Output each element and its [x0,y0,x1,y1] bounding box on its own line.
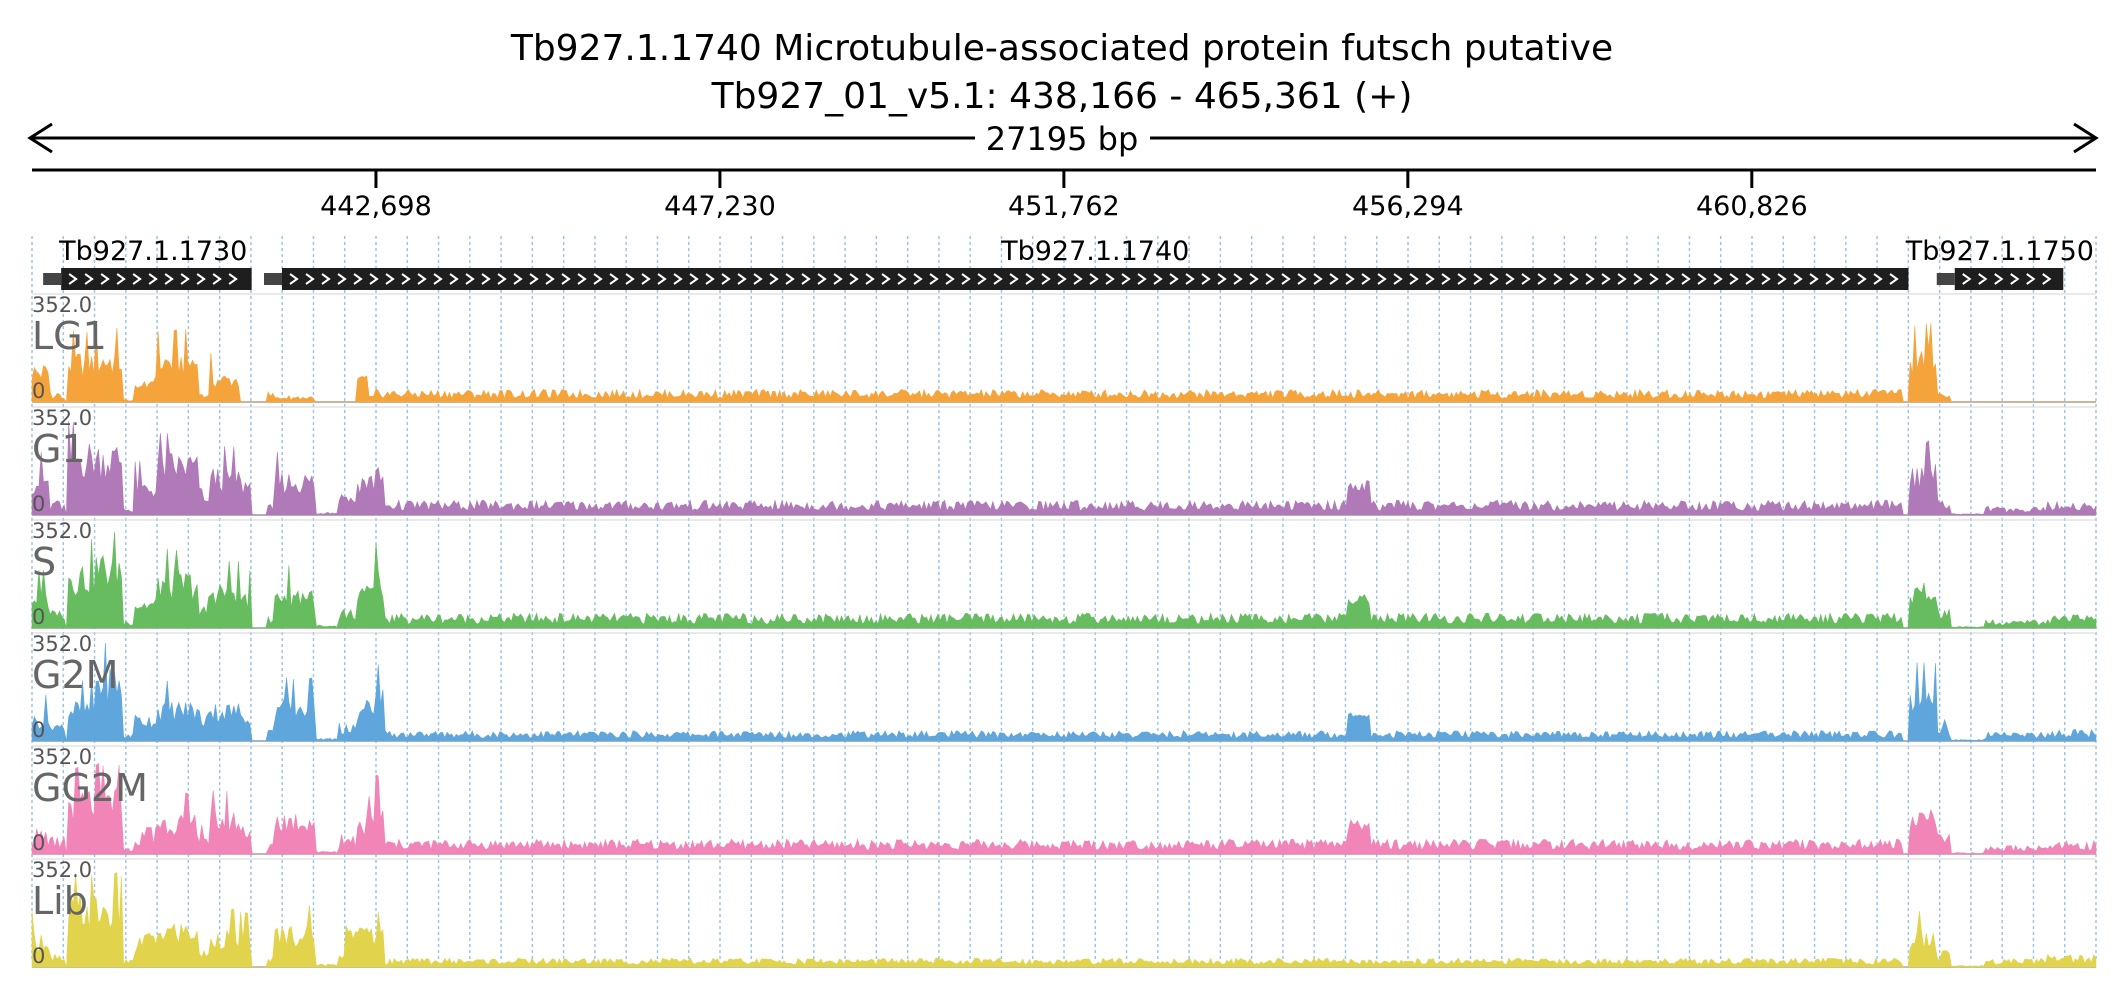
track-scale-max: 352.0 [32,406,92,430]
coverage-area [31,642,2097,742]
chart-location: Tb927_01_v5.1: 438,166 - 465,361 (+) [711,76,1413,117]
track-lib: 352.0 0 Lib [31,858,2097,968]
gene-strand-arrows [289,273,1899,285]
track-name: Lib [32,879,88,923]
track-scale-max: 352.0 [32,632,92,656]
track-scale-max: 352.0 [32,293,92,317]
track-name: S [32,540,56,584]
coverage-area [31,420,2097,516]
gene-Tb927.1.1750: Tb927.1.1750 [1905,236,2094,290]
span-label: 27195 bp [986,120,1139,158]
gene-strand-arrows [1962,273,2052,285]
gene-label: Tb927.1.1750 [1905,236,2094,267]
gene-annotations: Tb927.1.1730 Tb927.1.1740 Tb927.1.1750 [43,236,2094,290]
track-scale-max: 352.0 [32,745,92,769]
track-g1: 352.0 0 G1 [31,406,2097,516]
track-scale-min: 0 [32,831,45,855]
coverage-area [31,323,2096,403]
gene-Tb927.1.1730: Tb927.1.1730 [43,236,252,290]
track-scale-min: 0 [32,492,45,516]
gene-body [1954,268,2064,290]
coverage-area [31,762,2097,855]
span-indicator: 27195 bp [27,120,2099,158]
gene-label: Tb927.1.1730 [58,236,247,267]
track-scale-min: 0 [32,605,45,629]
ruler-tick-label: 451,762 [1008,191,1120,222]
gene-utr [264,273,283,285]
ruler-tick-label: 460,826 [1696,191,1808,222]
track-scale-min: 0 [32,944,45,968]
chart-title: Tb927.1.1740 Microtubule-associated prot… [510,28,1613,69]
coverage-tracks: 352.00LG1352.00G1352.00S352.00G2M352.00G… [31,293,2097,968]
gene-utr [43,273,62,285]
track-name: G1 [32,427,86,471]
track-scale-min: 0 [32,718,45,742]
track-scale-max: 352.0 [32,858,92,882]
span-arrow-right [2073,122,2099,154]
gene-strand-arrows [68,273,238,285]
ruler: 442,698 447,230 451,762 456,294 460,826 [32,168,2096,222]
ruler-tick-label: 442,698 [320,191,432,222]
track-g2m: 352.0 0 G2M [31,632,2097,742]
track-lg1: 352.0 0 LG1 [31,293,2096,403]
track-gg2m: 352.0 0 GG2M [31,745,2097,855]
track-name: LG1 [32,314,107,358]
gene-Tb927.1.1740: Tb927.1.1740 [264,236,1909,290]
coverage-area [31,531,2097,629]
span-arrow-left [27,122,53,154]
track-scale-max: 352.0 [32,519,92,543]
track-scale-min: 0 [32,379,45,403]
track-name: GG2M [32,766,148,810]
coverage-area [31,872,2097,968]
ruler-tick-label: 447,230 [664,191,776,222]
gene-body [282,268,1909,290]
track-s: 352.0 0 S [31,519,2097,629]
ruler-tick-label: 456,294 [1352,191,1464,222]
gene-label: Tb927.1.1740 [1000,236,1189,267]
track-name: G2M [32,653,118,697]
gene-utr [1936,273,1955,285]
